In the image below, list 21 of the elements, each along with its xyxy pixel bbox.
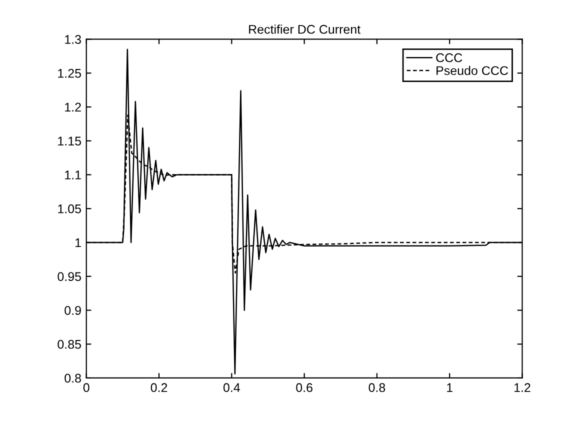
y-tick-label: 1.1 xyxy=(65,170,81,180)
x-tick-label: 0.6 xyxy=(296,383,312,392)
y-tick-label: 1.25 xyxy=(58,68,81,78)
x-tick-label: 0.2 xyxy=(150,383,168,392)
legend-label: Pseudo CCC xyxy=(436,66,508,76)
y-tick-label: 1.3 xyxy=(65,35,81,44)
y-tick-label: 1 xyxy=(76,238,81,248)
chart-title: Rectifier DC Current xyxy=(249,24,360,34)
x-tick-label: 0.4 xyxy=(223,383,240,392)
x-tick-label: 0.8 xyxy=(368,383,386,392)
y-tick-label: 1.05 xyxy=(58,204,81,214)
x-tick-label: 1.2 xyxy=(514,383,530,392)
y-tick-label: 1.2 xyxy=(65,102,81,112)
y-tick-label: 0.85 xyxy=(58,340,81,349)
y-tick-label: 0.9 xyxy=(64,306,81,315)
y-tick-label: 1.15 xyxy=(58,136,81,146)
y-tick-label: 0.8 xyxy=(64,374,81,383)
legend-label: CCC xyxy=(436,53,462,62)
y-tick-label: 0.95 xyxy=(58,272,81,282)
x-tick-label: 1 xyxy=(447,383,452,392)
x-tick-label: 0 xyxy=(83,383,90,392)
